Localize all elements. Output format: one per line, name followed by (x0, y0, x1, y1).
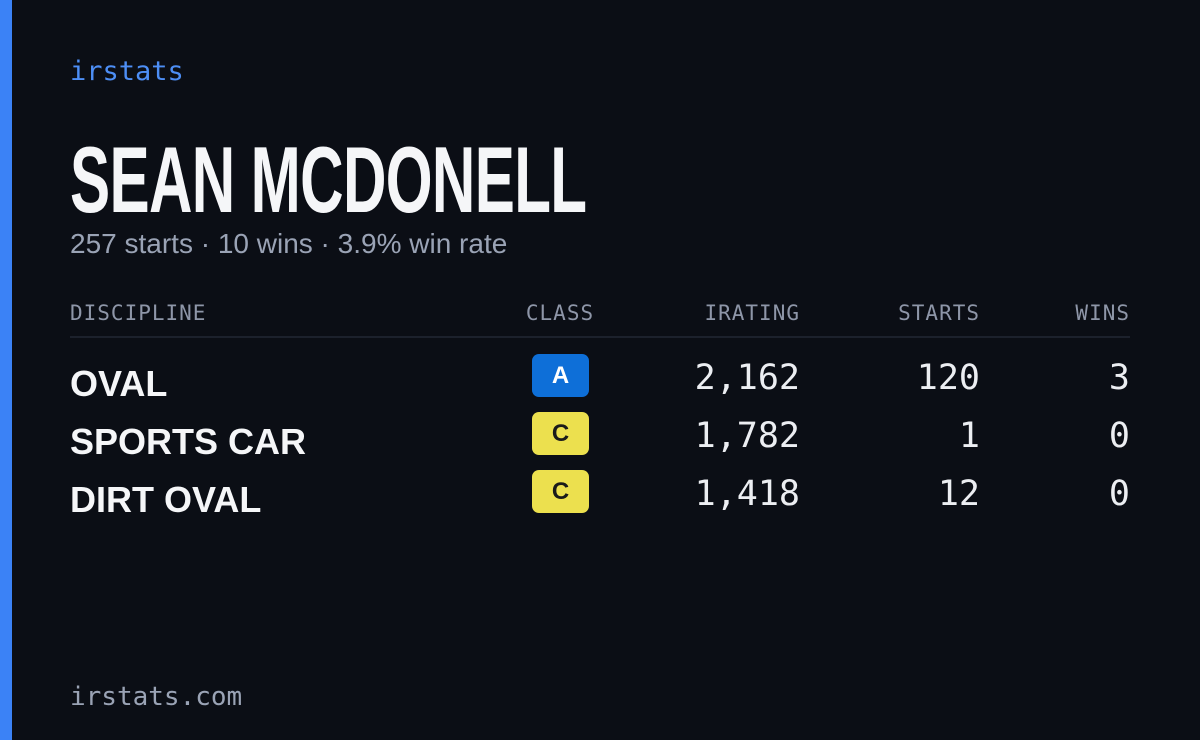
driver-name: SEAN MCDONELL (70, 130, 877, 230)
irating: 1,418 (694, 474, 800, 514)
driver-name-text: SEAN MCDONELL (70, 127, 587, 232)
starts: 120 (916, 358, 980, 398)
accent-bar (0, 0, 12, 740)
wins: 0 (1108, 474, 1130, 514)
discipline-text: DIRT OVAL (70, 479, 262, 520)
wins: 0 (1108, 416, 1130, 456)
class-badge: C (532, 412, 589, 455)
column-header: WINS (1075, 301, 1130, 325)
discipline: DIRT OVAL (70, 480, 261, 520)
wins: 3 (1108, 358, 1130, 398)
brand: irstats (70, 56, 184, 87)
footer: irstats.com (70, 682, 243, 712)
column-header: IRATING (704, 301, 800, 325)
starts: 1 (958, 416, 980, 456)
starts: 12 (937, 474, 980, 514)
discipline-text: OVAL (70, 363, 168, 404)
class-badge: A (532, 354, 589, 397)
column-header: DISCIPLINE (70, 301, 207, 325)
class-badge: C (532, 470, 589, 513)
column-header: STARTS (898, 301, 980, 325)
irating: 1,782 (694, 416, 800, 456)
discipline: SPORTS CAR (70, 422, 306, 462)
discipline: OVAL (70, 364, 167, 404)
header-separator (70, 336, 1130, 338)
discipline-text: SPORTS CAR (70, 421, 307, 462)
column-header: CLASS (525, 301, 595, 325)
irating: 2,162 (694, 358, 800, 398)
driver-summary: 257 starts · 10 wins · 3.9% win rate (70, 228, 508, 259)
